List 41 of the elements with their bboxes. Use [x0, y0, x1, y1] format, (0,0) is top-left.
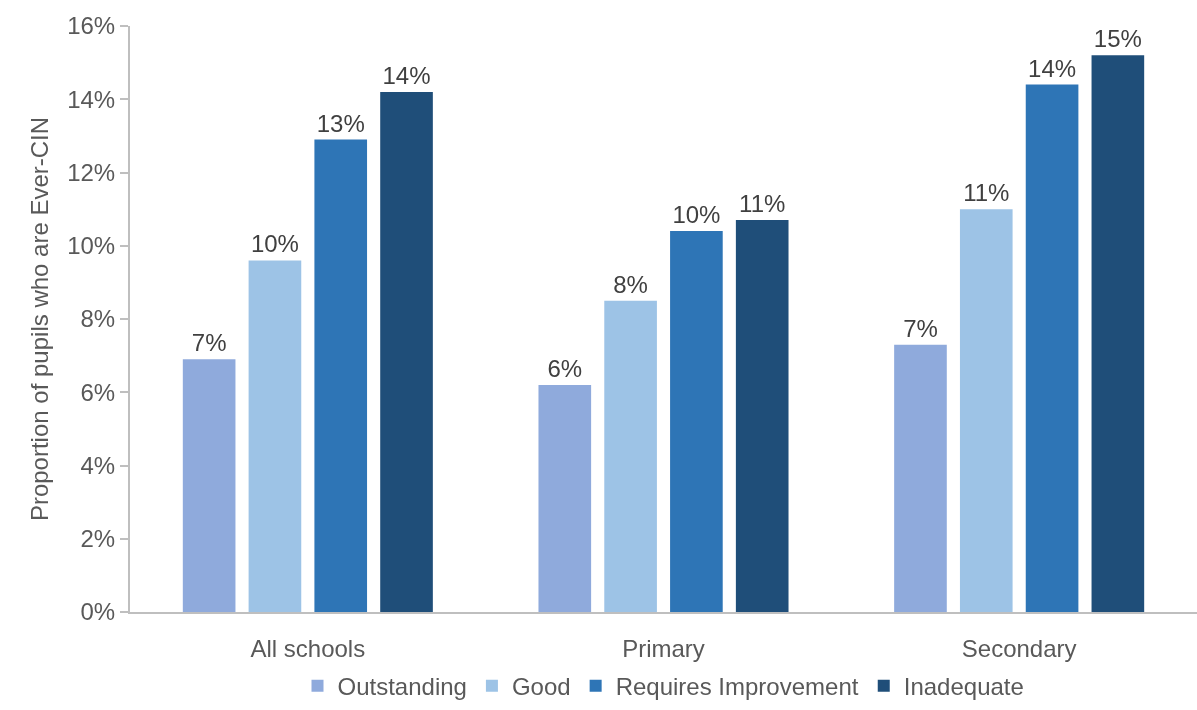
y-tick-label: 2%	[80, 525, 116, 553]
bar	[894, 344, 947, 612]
data-label: 10%	[672, 201, 721, 229]
bar	[670, 231, 723, 612]
bar	[380, 91, 433, 612]
bar	[314, 139, 368, 612]
y-tick-label: 12%	[67, 158, 116, 186]
data-label: 11%	[739, 190, 786, 218]
data-label: 6%	[547, 354, 583, 382]
x-tick-label: All schools	[250, 634, 366, 662]
x-tick-label: Secondary	[961, 634, 1077, 662]
legend-label: Requires Improvement	[615, 673, 859, 701]
data-label: 13%	[316, 109, 365, 137]
x-tick-label: Primary	[622, 634, 705, 662]
y-tick-label: 14%	[67, 85, 116, 113]
y-tick-label: 10%	[67, 232, 116, 260]
data-label: 10%	[250, 230, 299, 258]
y-tick-label: 8%	[80, 305, 116, 333]
y-tick-label: 16%	[67, 12, 116, 40]
bar	[538, 384, 592, 612]
y-tick-label: 4%	[80, 451, 116, 479]
legend-label: Good	[511, 673, 571, 701]
bar	[735, 220, 789, 612]
y-tick-label: 6%	[80, 378, 116, 406]
data-label: 8%	[613, 270, 648, 298]
bar	[1025, 84, 1079, 612]
data-label: 7%	[903, 314, 938, 342]
legend-label: Inadequate	[903, 673, 1024, 701]
bar	[182, 359, 236, 612]
data-label: 14%	[382, 61, 431, 89]
y-tick-label: 0%	[80, 598, 116, 626]
bar	[604, 300, 657, 612]
data-label: 15%	[1093, 25, 1142, 53]
y-axis-title: Proportion of pupils who are Ever-CIN	[25, 116, 53, 522]
data-label: 7%	[191, 329, 227, 357]
bar	[248, 260, 302, 612]
legend-label: Outstanding	[337, 673, 467, 701]
data-label: 14%	[1028, 54, 1077, 82]
bar	[959, 209, 1013, 612]
data-label: 11%	[963, 179, 1010, 207]
bar	[1091, 55, 1145, 612]
